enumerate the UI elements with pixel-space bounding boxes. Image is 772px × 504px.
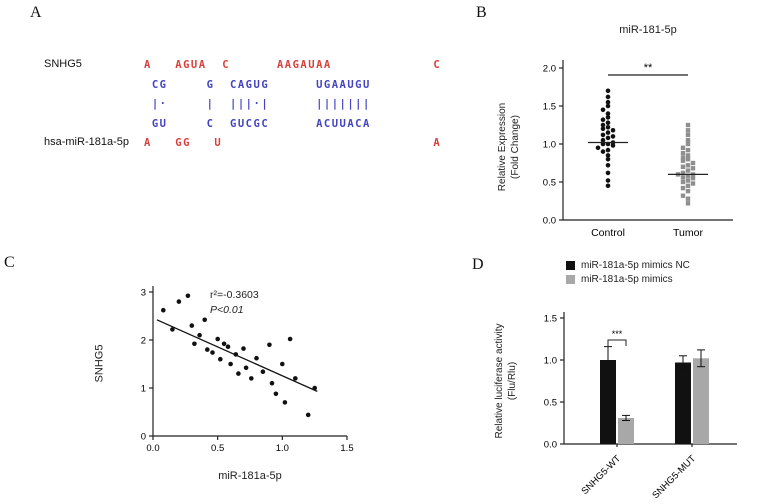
svg-text:2: 2 bbox=[141, 336, 146, 347]
ylabel-line-1: Relative Expression bbox=[497, 102, 508, 192]
svg-text:SNHG5-WT: SNHG5-WT bbox=[580, 453, 624, 497]
panel-d-letter: D bbox=[472, 256, 484, 273]
panel-b-letter: B bbox=[476, 4, 487, 21]
panel-a-sequence-alignment: SNHG5 hsa-miR-181a-5p A AGUA C AAGAUAA C… bbox=[44, 56, 474, 168]
svg-text:Control: Control bbox=[591, 227, 625, 239]
legend-swatch-mimics-nc bbox=[566, 261, 575, 270]
snhg5-paired-sequence: CG G CAGUG UGAAUGU bbox=[144, 78, 371, 91]
svg-text:1.0: 1.0 bbox=[544, 356, 557, 367]
svg-text:Tumor: Tumor bbox=[673, 227, 703, 239]
mirna-paired-sequence: GU C GUCGC ACUUACA bbox=[144, 117, 371, 130]
svg-text:0.5: 0.5 bbox=[543, 178, 556, 189]
snhg5-unpaired-sequence: A AGUA C AAGAUAA C bbox=[144, 59, 442, 71]
legend-swatch-mimics bbox=[566, 275, 575, 284]
svg-text:0.0: 0.0 bbox=[544, 440, 557, 451]
svg-text:1.5: 1.5 bbox=[544, 314, 557, 325]
alignment-block: A AGUA C AAGAUAA C CG G CAGUG UGAAUGU |·… bbox=[144, 56, 441, 154]
legend: miR-181a-5p mimics NC miR-181a-5p mimics bbox=[566, 260, 690, 288]
mirna-unpaired-sequence: A GG U A bbox=[144, 137, 442, 149]
panel-c-plot: 0.0 0.5 1.0 1.5 0 1 2 3 bbox=[141, 286, 354, 454]
panel-b-ylabel: Relative Expression (Fold Change) bbox=[496, 72, 522, 222]
svg-text:0.5: 0.5 bbox=[544, 398, 557, 409]
svg-text:1: 1 bbox=[141, 384, 146, 395]
legend-label-mimics: miR-181a-5p mimics bbox=[581, 274, 673, 285]
svg-text:***: *** bbox=[612, 329, 623, 339]
panel-c-correlation-plot: SNHG5 0.0 0.5 1.0 1.5 0 1 2 3 miR-181a-5p r²=-0… bbox=[60, 268, 390, 500]
correlation-annotation: r²=-0.3603 P<0.01 bbox=[210, 288, 259, 318]
panel-a-letter: A bbox=[30, 4, 42, 21]
panel-b-plot: 0.0 0.5 1.0 1.5 2.0 Control Tumor ** bbox=[543, 60, 733, 239]
panel-c-xlabel: miR-181a-5p bbox=[218, 470, 282, 482]
svg-text:3: 3 bbox=[141, 288, 146, 299]
ylabel-line-1: Relative luciferase activity bbox=[494, 323, 505, 439]
svg-text:2.0: 2.0 bbox=[543, 64, 556, 75]
svg-text:1.5: 1.5 bbox=[340, 443, 353, 454]
mirna-label: hsa-miR-181a-5p bbox=[44, 136, 129, 148]
legend-row-mimics: miR-181a-5p mimics bbox=[566, 274, 690, 285]
svg-text:SNHG5-MUT: SNHG5-MUT bbox=[650, 453, 698, 501]
svg-text:1.0: 1.0 bbox=[276, 443, 289, 454]
p-value: P<0.01 bbox=[210, 304, 244, 316]
panel-d-bar-chart: miR-181a-5p mimics NC miR-181a-5p mimics… bbox=[492, 260, 770, 504]
ylabel-line-2: (Fold Change) bbox=[510, 115, 521, 179]
panel-c-ylabel: SNHG5 bbox=[93, 344, 106, 383]
svg-text:0.5: 0.5 bbox=[211, 443, 224, 454]
panel-d-plot: 0.0 0.5 1.0 1.5 SNHG5-WT SNHG5-MUT *** bbox=[544, 312, 737, 501]
legend-label-mimics-nc: miR-181a-5p mimics NC bbox=[581, 260, 690, 271]
panel-b-dot-plot: miR-181-5p Relative Expression (Fold Cha… bbox=[495, 20, 763, 255]
svg-text:**: ** bbox=[644, 62, 653, 74]
svg-text:1.0: 1.0 bbox=[543, 140, 556, 151]
panel-c-letter: C bbox=[4, 254, 15, 271]
snhg5-label: SNHG5 bbox=[44, 58, 82, 70]
svg-text:0.0: 0.0 bbox=[543, 216, 556, 227]
panel-b-title: miR-181-5p bbox=[619, 24, 677, 36]
svg-text:0.0: 0.0 bbox=[146, 443, 159, 454]
svg-text:1.5: 1.5 bbox=[543, 102, 556, 113]
base-pair-bars: |· | |||·| ||||||| bbox=[144, 98, 371, 110]
panel-d-ylabel: Relative luciferase activity (Flu/Rlu) bbox=[493, 306, 519, 456]
ylabel-line-2: (Flu/Rlu) bbox=[507, 361, 518, 401]
r-squared-value: r²=-0.3603 bbox=[210, 289, 259, 301]
legend-row-mimics-nc: miR-181a-5p mimics NC bbox=[566, 260, 690, 271]
svg-text:0: 0 bbox=[141, 432, 146, 443]
